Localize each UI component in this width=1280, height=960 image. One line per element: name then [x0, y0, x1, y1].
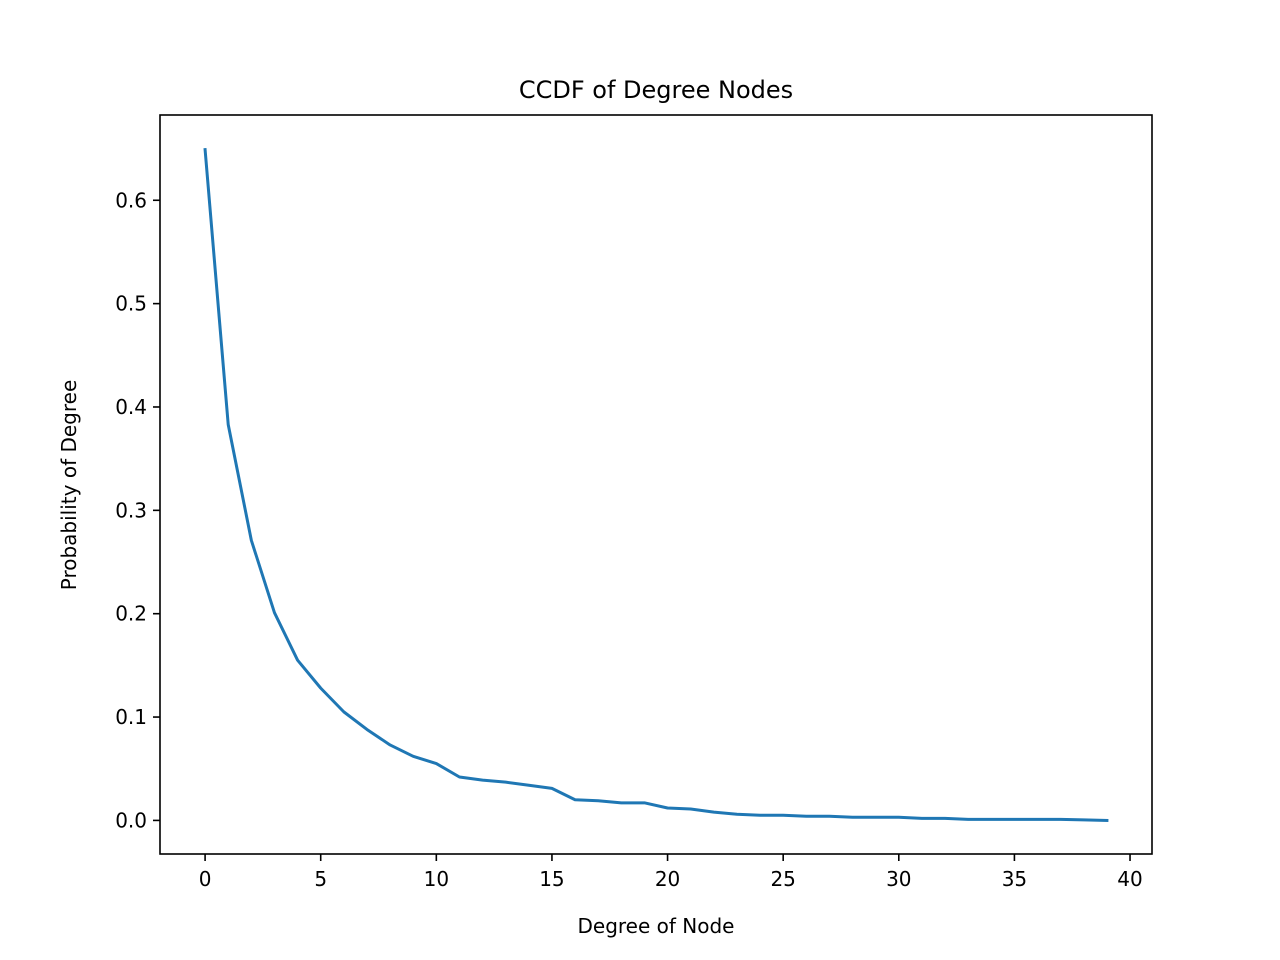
x-axis-ticks: 0 5 10 15 20 25 30 35 40 [199, 854, 1143, 891]
y-tick-label: 0.6 [115, 188, 147, 212]
x-tick-label: 35 [1002, 867, 1027, 891]
x-tick-label: 30 [886, 867, 911, 891]
x-axis-label: Degree of Node [578, 914, 735, 938]
y-axis-label: Probability of Degree [57, 380, 81, 591]
series-layer [203, 147, 1109, 822]
y-tick-label: 0.3 [115, 498, 147, 522]
x-tick-label: 5 [314, 867, 327, 891]
y-tick-label: 0.0 [115, 808, 147, 832]
x-tick-label: 10 [424, 867, 449, 891]
y-axis-ticks: 0.0 0.1 0.2 0.3 0.4 0.5 0.6 [115, 188, 160, 832]
x-tick-label: 40 [1117, 867, 1142, 891]
y-tick-label: 0.5 [115, 292, 147, 316]
x-tick-label: 15 [539, 867, 564, 891]
y-tick-label: 0.2 [115, 602, 147, 626]
y-tick-label: 0.1 [115, 705, 147, 729]
chart-title: CCDF of Degree Nodes [519, 76, 793, 104]
y-tick-label: 0.4 [115, 395, 147, 419]
plot-area-frame [159, 114, 1153, 855]
x-tick-label: 0 [199, 867, 212, 891]
x-tick-label: 20 [655, 867, 680, 891]
series-line-0 [203, 147, 1109, 822]
x-tick-label: 25 [770, 867, 795, 891]
